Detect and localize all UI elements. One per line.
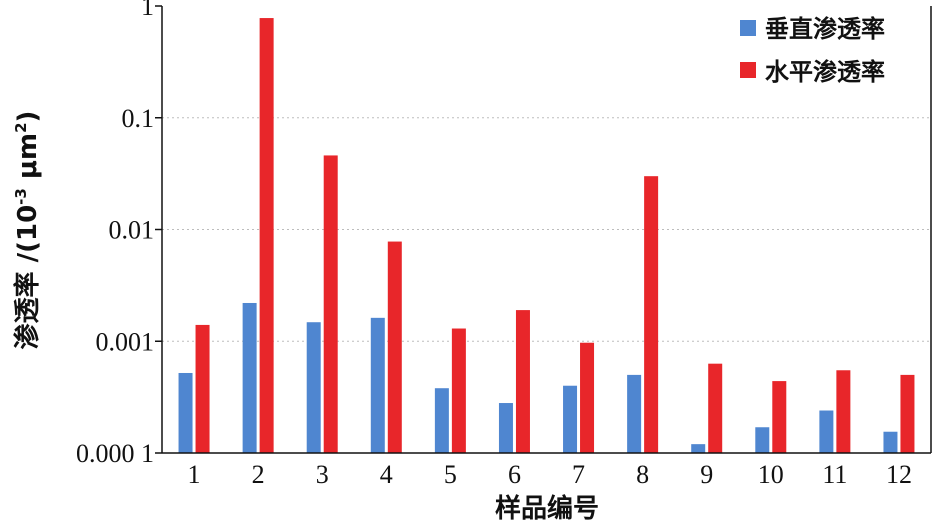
y-tick-label: 0.1	[122, 104, 155, 133]
bar-vertical	[434, 388, 449, 453]
y-axis-title-prefix: 渗透率 /(10	[12, 205, 43, 350]
bars	[178, 18, 915, 453]
bar-horizontal	[323, 155, 338, 453]
legend-swatch-horizontal	[740, 62, 756, 78]
y-axis-title-middle: μm	[13, 133, 43, 188]
x-tick-label: 1	[188, 460, 201, 489]
y-axis-title-exp2: 2	[12, 122, 30, 132]
bar-horizontal	[836, 370, 851, 453]
x-tick-label: 9	[700, 460, 713, 489]
legend-swatch-vertical	[740, 20, 756, 36]
bar-vertical	[370, 317, 385, 453]
x-tick-label: 6	[508, 460, 521, 489]
legend: 垂直渗透率 水平渗透率	[740, 15, 885, 86]
y-tick-label: 0.001	[96, 327, 155, 356]
bar-horizontal	[644, 176, 659, 453]
y-axis-title: 渗透率 /(10-3 μm2)	[12, 111, 43, 350]
x-tick-label: 4	[380, 460, 393, 489]
x-tick-label: 7	[572, 460, 585, 489]
bar-vertical	[819, 410, 834, 453]
bar-vertical	[242, 302, 257, 453]
y-axis-title-suffix: )	[13, 111, 43, 123]
bar-horizontal	[259, 18, 274, 453]
x-tick-label: 8	[636, 460, 649, 489]
bar-vertical	[306, 322, 321, 453]
bar-vertical	[627, 374, 642, 453]
bar-vertical	[883, 431, 898, 453]
y-tick-label: 0.000 1	[76, 439, 154, 468]
grid-lines	[162, 117, 931, 342]
x-tick-label: 2	[252, 460, 265, 489]
x-tick-label: 12	[886, 460, 912, 489]
bar-horizontal	[387, 241, 402, 453]
y-ticks: 0.000 1 0.001 0.01 0.1 1	[76, 0, 162, 468]
bar-horizontal	[195, 324, 210, 453]
x-tick-label: 3	[316, 460, 329, 489]
bar-horizontal	[580, 342, 595, 453]
bar-vertical	[178, 372, 193, 453]
y-tick-label: 1	[141, 0, 154, 21]
x-tick-label: 11	[822, 460, 847, 489]
y-tick-label: 0.01	[109, 216, 155, 245]
x-axis-title: 样品编号	[495, 493, 599, 524]
x-tick-label: 10	[758, 460, 784, 489]
bar-horizontal	[515, 310, 530, 453]
bar-horizontal	[708, 363, 723, 453]
bar-vertical	[755, 427, 770, 453]
bar-horizontal	[900, 374, 915, 453]
bar-vertical	[563, 385, 578, 453]
bar-vertical	[691, 444, 706, 453]
bar-horizontal	[451, 328, 466, 453]
bar-horizontal	[772, 381, 787, 453]
legend-label-horizontal: 水平渗透率	[765, 58, 885, 86]
x-ticks: 1 2 3 4 5 6 7 8 9 10 11 12	[188, 460, 912, 489]
bar-vertical	[498, 403, 513, 453]
legend-label-vertical: 垂直渗透率	[765, 15, 885, 43]
y-axis-title-exp1: -3	[12, 188, 30, 205]
x-tick-label: 5	[444, 460, 457, 489]
